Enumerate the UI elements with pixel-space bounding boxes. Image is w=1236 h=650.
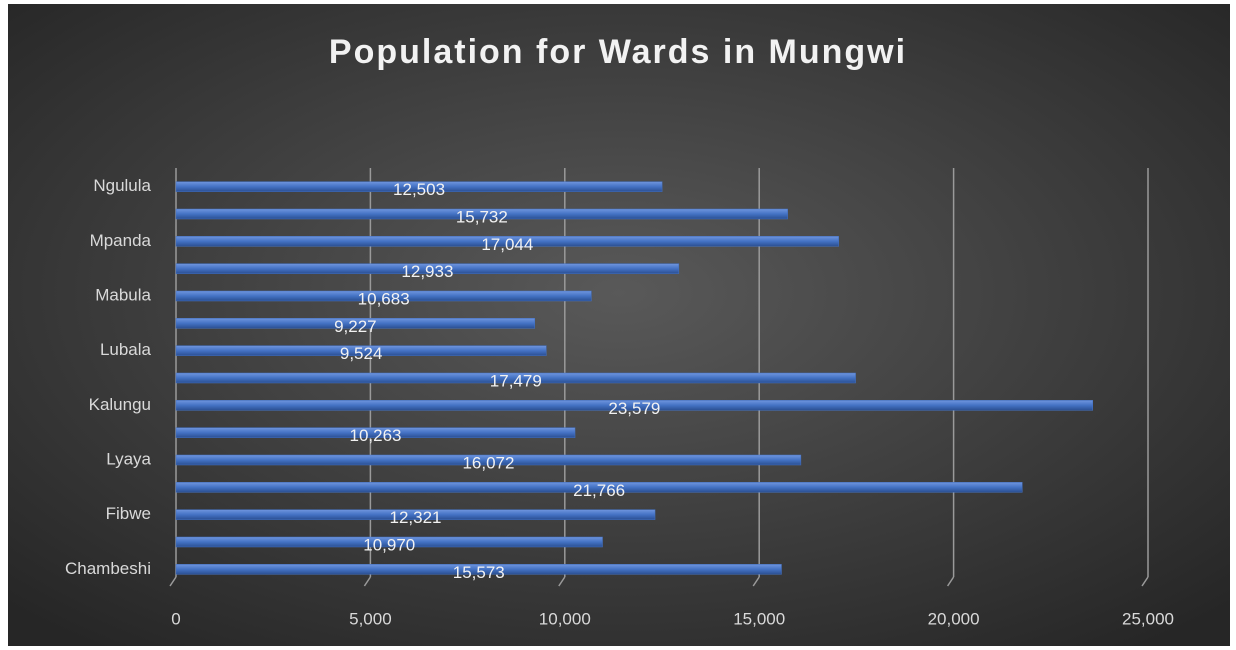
bar [175, 236, 839, 247]
data-label: 16,072 [462, 453, 514, 472]
grid-foot [752, 576, 760, 587]
grid-foot [169, 576, 177, 587]
grid-foot [946, 576, 955, 587]
bar [175, 536, 603, 548]
chart-title: Population for Wards in Mungwi [329, 33, 907, 71]
x-tick-label: 15,000 [733, 609, 785, 628]
x-tick-label: 5,000 [349, 609, 392, 628]
x-tick-label: 25,000 [1122, 609, 1174, 628]
data-label: 15,573 [453, 563, 505, 582]
bar [175, 345, 547, 356]
y-tick-label: Chambeshi [65, 559, 151, 578]
bar [175, 482, 1023, 493]
bar [175, 509, 656, 520]
x-tick-label: 10,000 [539, 609, 591, 628]
x-tick-label: 0 [171, 609, 180, 628]
bar [175, 564, 782, 575]
bar [175, 263, 680, 274]
bar [175, 290, 592, 302]
data-label: 10,683 [358, 289, 410, 308]
bar [175, 318, 535, 329]
data-label: 15,732 [456, 207, 508, 226]
bar [175, 454, 802, 466]
data-label: 21,766 [573, 481, 625, 500]
data-label: 17,479 [490, 371, 542, 390]
data-label: 12,321 [390, 508, 442, 527]
data-label: 10,970 [363, 535, 415, 554]
data-label: 12,933 [401, 262, 453, 281]
data-label: 10,263 [350, 426, 402, 445]
grid-foot [1141, 576, 1149, 587]
bar [175, 427, 576, 438]
data-label: 23,579 [608, 399, 660, 418]
bar [175, 208, 788, 220]
data-label: 9,227 [334, 317, 377, 336]
y-tick-label: Mpanda [90, 231, 152, 250]
bar [175, 400, 1094, 411]
y-tick-label: Fibwe [106, 504, 151, 523]
grid-foot [558, 576, 566, 587]
y-tick-label: Ngulula [93, 176, 151, 195]
data-label: 9,524 [340, 344, 383, 363]
y-tick-label: Kalungu [89, 395, 151, 414]
grid-foot [363, 576, 372, 587]
data-label: 12,503 [393, 180, 445, 199]
y-tick-label: Lyaya [106, 449, 151, 468]
y-tick-label: Mabula [95, 285, 151, 304]
bar [175, 372, 856, 384]
data-label: 17,044 [481, 235, 533, 254]
y-tick-label: Lubala [100, 340, 152, 359]
x-tick-label: 20,000 [928, 609, 980, 628]
bar [175, 181, 663, 192]
